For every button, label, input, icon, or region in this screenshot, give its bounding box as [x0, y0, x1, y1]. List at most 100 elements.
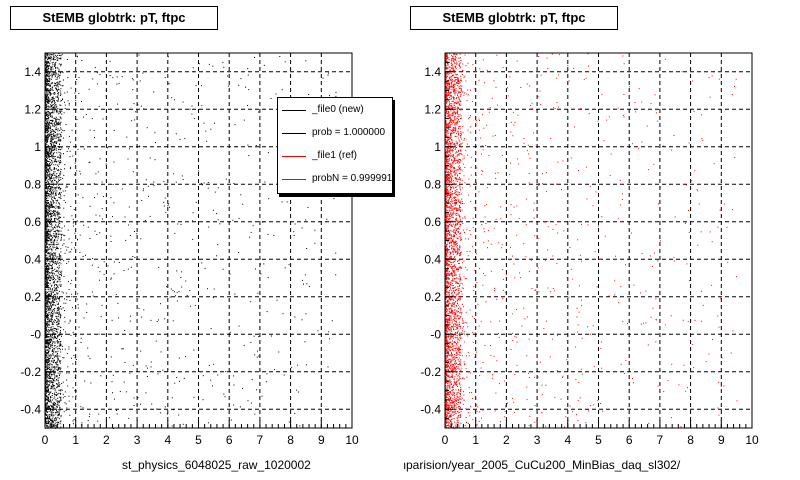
- scatter-point: [59, 90, 61, 92]
- scatter-point: [54, 345, 56, 347]
- scatter-point: [46, 317, 47, 319]
- scatter-point: [52, 153, 54, 154]
- scatter-point: [49, 106, 51, 108]
- scatter-point: [51, 205, 53, 207]
- scatter-point: [50, 226, 52, 228]
- scatter-point: [329, 95, 330, 97]
- scatter-point: [52, 112, 54, 114]
- scatter-point: [48, 359, 50, 361]
- scatter-point: [189, 305, 191, 307]
- scatter-point: [47, 224, 49, 226]
- scatter-point: [446, 147, 448, 149]
- scatter-point: [46, 218, 48, 220]
- scatter-point: [97, 420, 99, 422]
- scatter-point: [238, 325, 240, 327]
- scatter-point: [446, 270, 448, 272]
- scatter-point: [452, 89, 454, 91]
- scatter-point: [59, 74, 61, 76]
- scatter-point: [459, 239, 461, 241]
- scatter-point: [47, 81, 48, 83]
- scatter-point: [45, 274, 47, 275]
- scatter-point: [47, 124, 49, 126]
- scatter-point: [59, 119, 60, 121]
- scatter-point: [50, 339, 52, 341]
- scatter-point: [47, 407, 49, 409]
- scatter-point: [449, 412, 451, 414]
- scatter-point: [46, 279, 47, 281]
- scatter-point: [45, 123, 47, 125]
- scatter-point: [60, 313, 61, 315]
- scatter-point: [52, 242, 54, 244]
- scatter-point: [450, 369, 452, 371]
- scatter-point: [49, 393, 50, 395]
- scatter-point: [450, 89, 452, 91]
- scatter-point: [57, 318, 59, 320]
- scatter-point: [136, 233, 138, 235]
- scatter-point: [56, 257, 58, 259]
- scatter-point: [453, 243, 455, 245]
- scatter-point: [51, 381, 53, 383]
- scatter-point: [247, 68, 249, 70]
- scatter-point: [55, 61, 57, 63]
- scatter-point: [134, 257, 136, 258]
- scatter-point: [49, 369, 50, 370]
- scatter-point: [57, 354, 59, 356]
- scatter-point: [447, 385, 449, 387]
- scatter-point: [45, 260, 47, 262]
- scatter-point: [46, 336, 47, 338]
- scatter-point: [54, 56, 56, 58]
- scatter-point: [452, 238, 454, 240]
- scatter-point: [47, 279, 49, 281]
- scatter-point: [53, 252, 55, 254]
- scatter-point: [458, 85, 460, 87]
- scatter-point: [59, 186, 61, 188]
- scatter-point: [47, 264, 49, 266]
- scatter-point: [60, 191, 62, 193]
- scatter-point: [65, 333, 67, 335]
- scatter-point: [171, 97, 173, 99]
- scatter-point: [57, 93, 58, 95]
- scatter-point: [46, 98, 48, 100]
- scatter-point: [451, 175, 453, 177]
- scatter-point: [51, 360, 53, 362]
- scatter-point: [455, 404, 457, 406]
- scatter-point: [66, 262, 68, 264]
- scatter-point: [227, 75, 229, 77]
- scatter-point: [127, 268, 129, 270]
- scatter-point: [335, 252, 337, 254]
- scatter-point: [48, 324, 50, 326]
- scatter-point: [52, 300, 54, 301]
- scatter-point: [224, 396, 226, 398]
- scatter-point: [56, 173, 58, 175]
- scatter-point: [57, 292, 59, 294]
- scatter-point: [52, 270, 54, 271]
- scatter-point: [48, 90, 50, 92]
- scatter-point: [53, 233, 55, 234]
- scatter-point: [60, 344, 62, 346]
- scatter-point: [204, 267, 206, 269]
- scatter-point: [92, 295, 94, 297]
- scatter-point: [45, 231, 47, 233]
- scatter-point: [45, 261, 47, 263]
- scatter-point: [52, 259, 54, 260]
- scatter-point: [50, 404, 52, 406]
- scatter-point: [46, 310, 48, 312]
- scatter-point: [51, 378, 53, 379]
- scatter-point: [130, 266, 132, 268]
- scatter-point: [52, 90, 54, 91]
- y-tick-label: 1: [34, 140, 41, 154]
- scatter-point: [49, 384, 51, 386]
- scatter-point: [56, 123, 58, 124]
- scatter-point: [52, 256, 54, 258]
- scatter-point: [50, 215, 52, 216]
- scatter-point: [46, 355, 48, 357]
- scatter-point: [57, 315, 59, 317]
- scatter-point: [56, 83, 58, 85]
- scatter-point: [52, 426, 54, 428]
- scatter-point: [45, 314, 47, 315]
- scatter-point: [201, 262, 203, 264]
- scatter-point: [47, 174, 49, 176]
- scatter-point: [57, 231, 59, 233]
- scatter-point: [448, 360, 449, 362]
- scatter-point: [54, 197, 55, 199]
